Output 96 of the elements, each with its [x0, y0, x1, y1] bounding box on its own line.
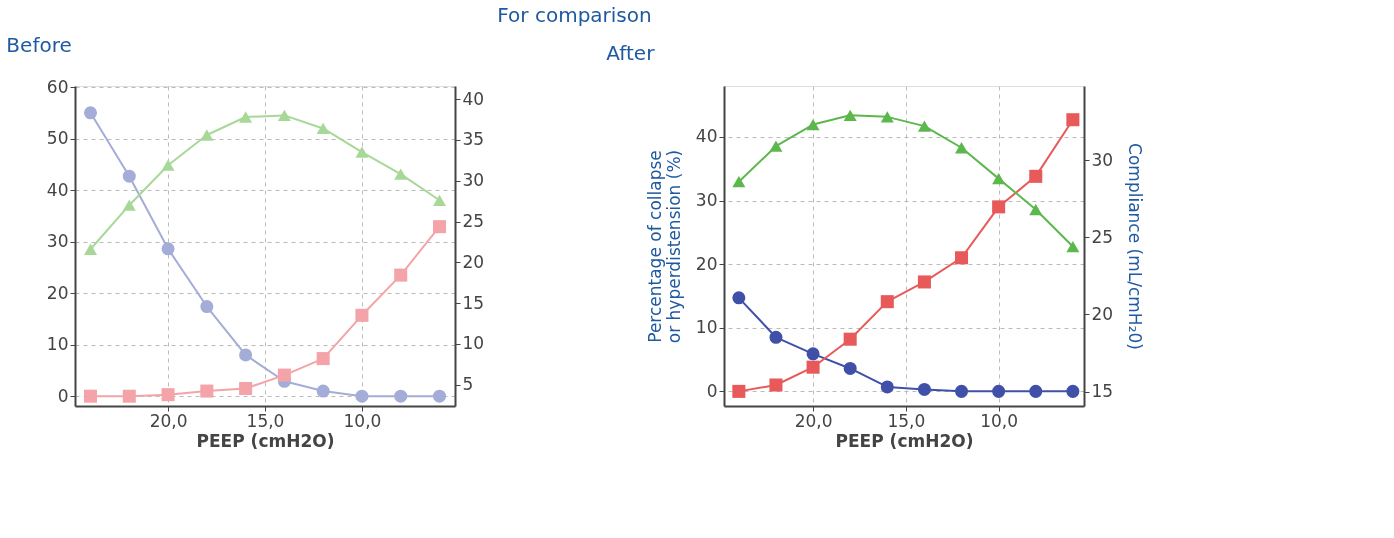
point: [83, 243, 98, 255]
y2-tick-label: 15: [1091, 381, 1114, 402]
y2-tick-label: 15: [462, 292, 485, 313]
x-axis-title: PEEP (cmH2O): [835, 430, 974, 451]
point: [355, 146, 369, 158]
point: [200, 300, 214, 314]
point: [277, 109, 291, 122]
point: [122, 199, 136, 211]
y2-tick-label: 5: [462, 374, 474, 395]
y2-tick-label: 20: [1091, 303, 1114, 324]
point: [917, 275, 931, 289]
x-tick-label: 10,0: [343, 410, 382, 431]
x-tick-label: 15,0: [246, 410, 285, 431]
y2-tick-label: 30: [462, 170, 485, 191]
point: [955, 251, 969, 265]
point: [880, 111, 894, 123]
y2-tick-label: 40: [462, 88, 485, 109]
point: [200, 129, 214, 141]
point: [992, 384, 1006, 398]
y2-tick-label: 20: [462, 251, 485, 272]
x-tick-label: 20,0: [149, 410, 188, 431]
y-tick-label: 60: [46, 76, 69, 97]
x-axis-title: PEEP (cmH2O): [196, 430, 335, 451]
point: [161, 159, 175, 171]
point: [316, 384, 330, 398]
chart-title: After: [606, 41, 656, 65]
point: [1066, 384, 1080, 398]
text: For comparison: [497, 2, 652, 27]
y-tick-label: 20: [695, 253, 718, 274]
point: [161, 388, 175, 402]
point: [394, 268, 408, 282]
y2-tick-label: 25: [462, 211, 485, 232]
point: [955, 384, 969, 398]
point: [394, 168, 408, 180]
point: [806, 347, 820, 361]
point: [769, 330, 783, 344]
point: [432, 389, 447, 403]
point: [355, 308, 369, 322]
y-tick-label: 20: [46, 282, 69, 303]
point: [239, 111, 253, 123]
point: [1029, 169, 1043, 183]
point: [769, 140, 783, 152]
point: [1066, 113, 1080, 127]
point: [83, 106, 98, 120]
point: [355, 389, 369, 403]
y-tick-label: 50: [46, 128, 69, 149]
point: [843, 361, 857, 375]
point: [1029, 384, 1043, 398]
point: [432, 220, 447, 234]
x-tick-label: 10,0: [980, 410, 1019, 431]
point: [843, 332, 857, 346]
y-tick-label: 0: [706, 380, 718, 401]
y2-tick-label: 25: [1091, 226, 1114, 247]
point: [732, 291, 746, 305]
x-tick-label: 20,0: [794, 410, 833, 431]
point: [806, 118, 820, 131]
point: [394, 389, 408, 403]
point: [769, 378, 783, 392]
point: [316, 122, 330, 135]
point: [239, 348, 253, 362]
point: [161, 242, 175, 256]
point: [917, 382, 931, 396]
x-tick-label: 15,0: [887, 410, 926, 431]
y2-tick-label: 10: [462, 333, 485, 354]
point: [1066, 240, 1080, 253]
point: [880, 295, 894, 309]
point: [200, 384, 214, 398]
y-tick-label: 30: [695, 190, 718, 211]
y-axis-title: Percentage of collapse or hyperdistension (%): [644, 149, 684, 344]
chart-title: Before: [6, 33, 72, 58]
point: [316, 352, 330, 366]
y-tick-label: 40: [46, 179, 69, 200]
point: [917, 120, 931, 132]
y-tick-label: 40: [695, 126, 718, 147]
point: [122, 389, 136, 403]
y2-tick-label: 30: [1091, 149, 1114, 170]
point: [239, 381, 253, 395]
point: [843, 109, 857, 121]
y-tick-label: 30: [46, 231, 69, 252]
point: [880, 380, 894, 394]
point: [806, 360, 820, 374]
point: [992, 172, 1006, 185]
point: [83, 389, 98, 403]
point: [955, 142, 969, 154]
y-tick-label: 10: [46, 334, 69, 355]
point: [732, 384, 746, 398]
point: [277, 368, 291, 382]
point: [1029, 203, 1043, 216]
point: [732, 176, 746, 188]
y2-tick-label: 35: [462, 129, 485, 150]
point: [122, 169, 136, 183]
y-tick-label: 0: [57, 385, 69, 406]
point: [992, 200, 1006, 214]
y2-axis-title: Compliance (mL/cmH₂0): [1125, 143, 1146, 350]
point: [432, 194, 447, 206]
y-tick-label: 10: [695, 317, 718, 338]
